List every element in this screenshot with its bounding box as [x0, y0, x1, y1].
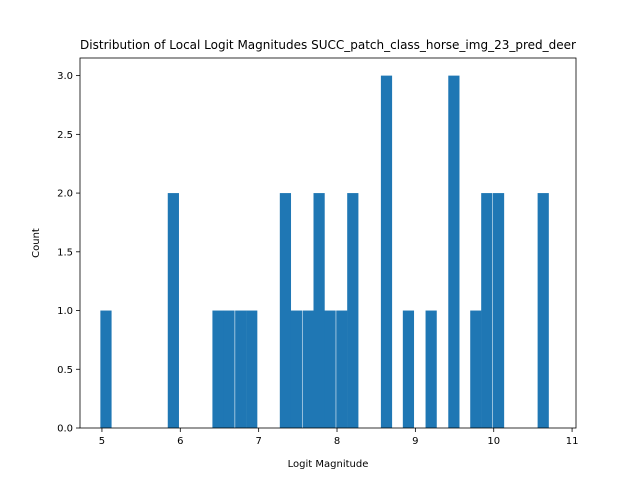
y-tick-label: 0.5 [57, 365, 73, 376]
x-tick-label: 11 [566, 436, 579, 447]
y-tick-label: 1.5 [57, 247, 73, 258]
histogram-bar [235, 310, 247, 428]
histogram-bar [347, 193, 359, 428]
y-tick-label: 0.0 [57, 424, 73, 435]
histogram-bar [448, 75, 460, 429]
histogram-bar [313, 193, 325, 428]
x-tick-label: 5 [99, 436, 105, 447]
histogram-bar [100, 310, 112, 428]
y-tick-label: 2.0 [57, 189, 73, 200]
histogram-bar [380, 75, 393, 429]
y-tick-label: 1.0 [57, 306, 73, 317]
chart-title: Distribution of Local Logit Magnitudes S… [80, 38, 576, 52]
histogram-bar [470, 310, 482, 428]
histogram-bar [492, 193, 505, 428]
y-axis-label: Count [31, 228, 42, 258]
x-tick-label: 7 [255, 436, 261, 447]
plot-frame [79, 57, 577, 429]
bars-group [100, 75, 549, 429]
x-axis-ticks: 5 6 7 8 9 10 11 [99, 428, 579, 447]
histogram-bar [425, 310, 437, 428]
histogram-bar [336, 310, 348, 428]
histogram-bar [223, 310, 235, 428]
histogram-bar [402, 310, 415, 428]
y-axis-ticks: 0.0 0.5 1.0 1.5 2.0 2.5 3.0 [57, 71, 80, 435]
histogram-bar [279, 193, 292, 428]
x-tick-label: 6 [177, 436, 183, 447]
y-tick-label: 3.0 [57, 71, 73, 82]
histogram-bar [302, 310, 314, 428]
x-tick-label: 10 [487, 436, 500, 447]
histogram-bar [324, 310, 336, 428]
histogram-bar [167, 193, 179, 428]
histogram-bar [290, 310, 302, 428]
histogram-bar [212, 310, 224, 428]
y-tick-label: 2.5 [57, 130, 73, 141]
x-tick-label: 9 [412, 436, 418, 447]
histogram-bar [246, 310, 258, 428]
histogram-bar [481, 193, 493, 428]
x-axis-label: Logit Magnitude [288, 459, 369, 470]
x-tick-label: 8 [334, 436, 340, 447]
histogram-bar [537, 193, 549, 428]
